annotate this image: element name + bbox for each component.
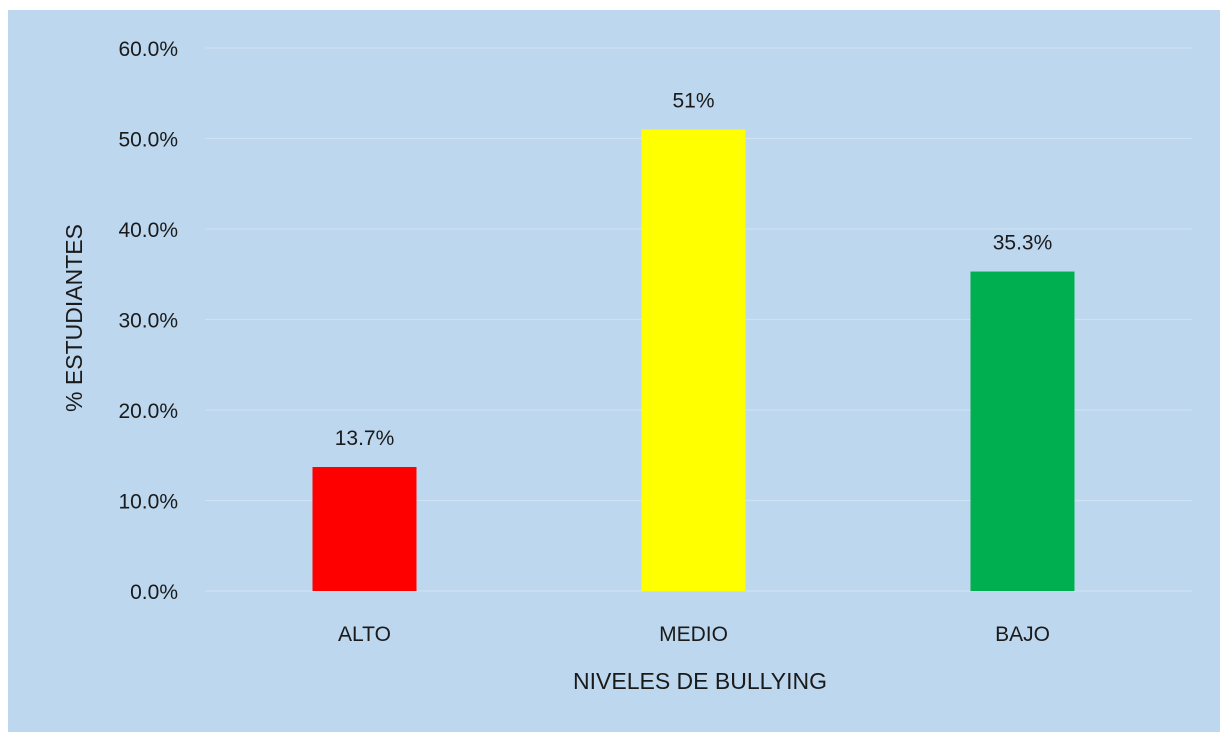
x-axis-category-labels: ALTO MEDIO BAJO [338,623,1050,646]
data-label: 51% [672,89,714,112]
data-labels: 13.7% 51% 35.3% [335,89,1053,450]
y-axis-tick-labels: 0.0% 10.0% 20.0% 30.0% 40.0% 50.0% 60.0% [118,38,178,604]
category-label: ALTO [338,623,391,646]
y-tick-label: 50.0% [118,129,178,152]
bar-bajo [970,271,1075,591]
x-axis-title: NIVELES DE BULLYING [573,668,827,694]
bars [312,129,1075,591]
bar-alto [312,467,417,591]
category-label: MEDIO [659,623,728,646]
data-label: 13.7% [335,427,395,450]
y-tick-label: 10.0% [118,491,178,514]
bar-medio [641,129,746,591]
category-label: BAJO [995,623,1050,646]
data-label: 35.3% [993,232,1053,255]
y-tick-label: 0.0% [130,581,178,604]
y-tick-label: 40.0% [118,219,178,242]
y-tick-label: 30.0% [118,310,178,333]
y-axis-title: % ESTUDIANTES [61,224,87,412]
y-tick-label: 20.0% [118,400,178,423]
y-tick-label: 60.0% [118,38,178,61]
